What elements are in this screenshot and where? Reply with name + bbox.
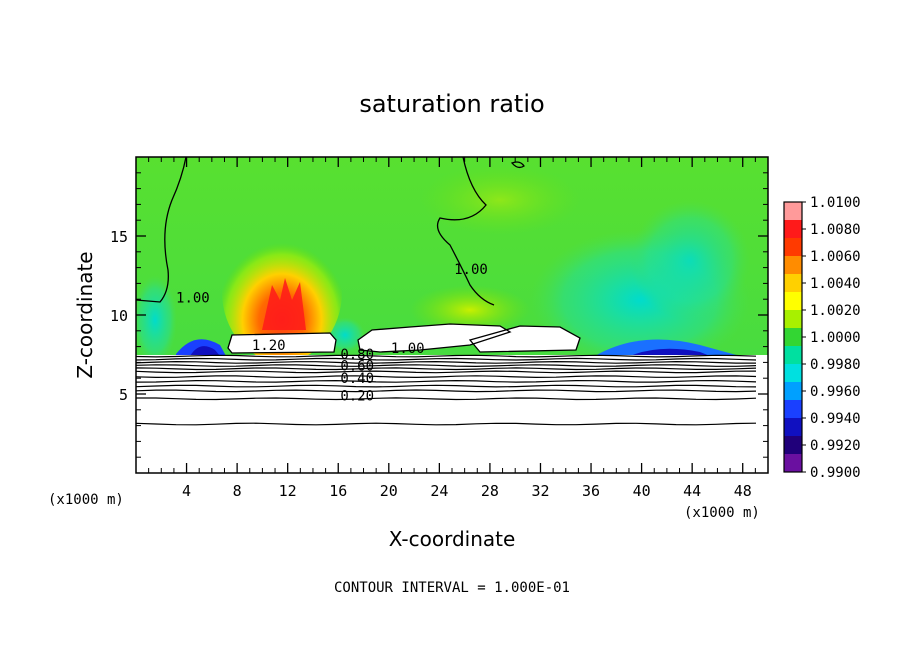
contour-label: 0.40 bbox=[340, 371, 374, 387]
contour-level-line bbox=[136, 375, 757, 379]
contour-level-line bbox=[136, 397, 757, 401]
contour-label: 0.20 bbox=[340, 388, 374, 404]
contour-level-line bbox=[136, 384, 757, 388]
contour-interval-note: CONTOUR INTERVAL = 1.000E-01 bbox=[334, 580, 570, 596]
contour-label: 1.00 bbox=[176, 290, 210, 306]
colorbar-label: 0.9980 bbox=[810, 357, 861, 373]
cloud-region-2 bbox=[358, 324, 510, 352]
heatmap-lower-white bbox=[136, 355, 768, 473]
colorbar-swatch bbox=[784, 202, 802, 221]
y-tick-label: 5 bbox=[119, 386, 128, 404]
heatmap-field bbox=[136, 157, 768, 473]
colorbar-label: 0.9940 bbox=[810, 411, 861, 427]
contour-line-1-00-left bbox=[136, 157, 187, 303]
heatmap-blue-right bbox=[595, 339, 740, 356]
heatmap-yellow-upper bbox=[420, 165, 580, 235]
x-tick-label: 8 bbox=[233, 482, 242, 500]
x-tick-label: 24 bbox=[430, 482, 448, 500]
x-tick-label: 20 bbox=[380, 482, 398, 500]
contour-level-line bbox=[136, 354, 757, 358]
contour-level-line bbox=[136, 370, 757, 374]
contour-level-line bbox=[136, 422, 757, 426]
colorbar-label: 1.0080 bbox=[810, 222, 861, 238]
x-tick-label: 48 bbox=[734, 482, 752, 500]
x-tick-label: 4 bbox=[182, 482, 191, 500]
cloud-region-1 bbox=[228, 333, 336, 353]
contour-line-1-00-top bbox=[436, 157, 495, 306]
contour-label: 1.00 bbox=[391, 341, 425, 357]
heatmap-plume-core bbox=[262, 278, 306, 330]
contour-labels: 1.00 1.00 1.20 1.00 0.800.600.400.20 bbox=[176, 262, 488, 404]
colorbar-label: 1.0060 bbox=[810, 249, 861, 265]
contour-level-line bbox=[136, 364, 757, 368]
x-axis-label: X-coordinate bbox=[389, 527, 516, 551]
contour-lines bbox=[136, 157, 581, 354]
colorbar-label: 0.9960 bbox=[810, 384, 861, 400]
contour-level-line bbox=[136, 357, 757, 361]
x-tick-label: 12 bbox=[279, 482, 297, 500]
colorbar-swatch bbox=[784, 364, 802, 383]
colorbar-swatch bbox=[784, 346, 802, 365]
heatmap-navy-left bbox=[190, 346, 220, 356]
colorbar-swatch bbox=[784, 418, 802, 437]
colorbar-swatch bbox=[784, 256, 802, 275]
x-tick-label: 40 bbox=[633, 482, 651, 500]
x-tick-label: 32 bbox=[531, 482, 549, 500]
contour-label: 0.80 bbox=[340, 347, 374, 363]
heatmap-cyan-right-upper bbox=[630, 200, 750, 320]
colorbar-swatch bbox=[784, 274, 802, 293]
x-tick-label: 28 bbox=[481, 482, 499, 500]
y-tick-label: 10 bbox=[110, 307, 128, 325]
chart-title: saturation ratio bbox=[359, 90, 544, 118]
y-tick-label: 15 bbox=[110, 228, 128, 246]
contour-line-1-20-right bbox=[468, 325, 581, 353]
heatmap-yellow-mid bbox=[410, 285, 530, 335]
colorbar-label: 0.9900 bbox=[810, 465, 861, 481]
contour-level-line bbox=[136, 367, 757, 371]
contour-level-line bbox=[136, 389, 757, 393]
colorbar-swatch bbox=[784, 400, 802, 419]
contour-level-line bbox=[136, 360, 756, 364]
colorbar-swatch bbox=[784, 292, 802, 311]
contour-line-1-20-mid bbox=[357, 323, 512, 353]
heatmap-cyan-left bbox=[136, 275, 177, 365]
contour-line-1-20-left bbox=[227, 332, 337, 354]
colorbar-label: 1.0040 bbox=[810, 276, 861, 292]
contour-label: 1.00 bbox=[454, 262, 488, 278]
colorbar-swatch bbox=[784, 328, 802, 347]
colorbar-label: 1.0020 bbox=[810, 303, 861, 319]
x-unit-right: (x1000 m) bbox=[684, 505, 760, 521]
colorbar-label: 0.9920 bbox=[810, 438, 861, 454]
x-unit-left: (x1000 m) bbox=[48, 492, 124, 508]
contour-level-line bbox=[136, 379, 757, 383]
colorbar-swatch bbox=[784, 238, 802, 257]
contour-level-lines bbox=[136, 354, 757, 426]
colorbar-swatch bbox=[784, 382, 802, 401]
colorbar-swatch bbox=[784, 310, 802, 329]
x-tick-label: 16 bbox=[329, 482, 347, 500]
contour-label: 1.20 bbox=[252, 338, 286, 354]
colorbar-label: 1.0000 bbox=[810, 330, 861, 346]
colorbar-swatch bbox=[784, 436, 802, 455]
contour-line-1-00-blip bbox=[510, 161, 525, 169]
colorbar-label: 1.0100 bbox=[810, 195, 861, 211]
x-axis: 4 8 12 16 20 24 28 32 36 40 44 48 bbox=[148, 157, 756, 500]
y-axis-label: Z-coordinate bbox=[73, 251, 97, 378]
x-tick-label: 36 bbox=[582, 482, 600, 500]
colorbar-swatch bbox=[784, 220, 802, 239]
heatmap-navy-right bbox=[630, 348, 710, 356]
colorbar-swatch bbox=[784, 454, 802, 473]
colorbar: 1.0100 1.0080 1.0060 1.0040 1.0020 1.0000 0.99… bbox=[783, 195, 861, 481]
x-tick-label: 44 bbox=[683, 482, 701, 500]
contour-label: 0.60 bbox=[340, 358, 374, 374]
y-axis: 5 10 15 bbox=[110, 172, 768, 458]
